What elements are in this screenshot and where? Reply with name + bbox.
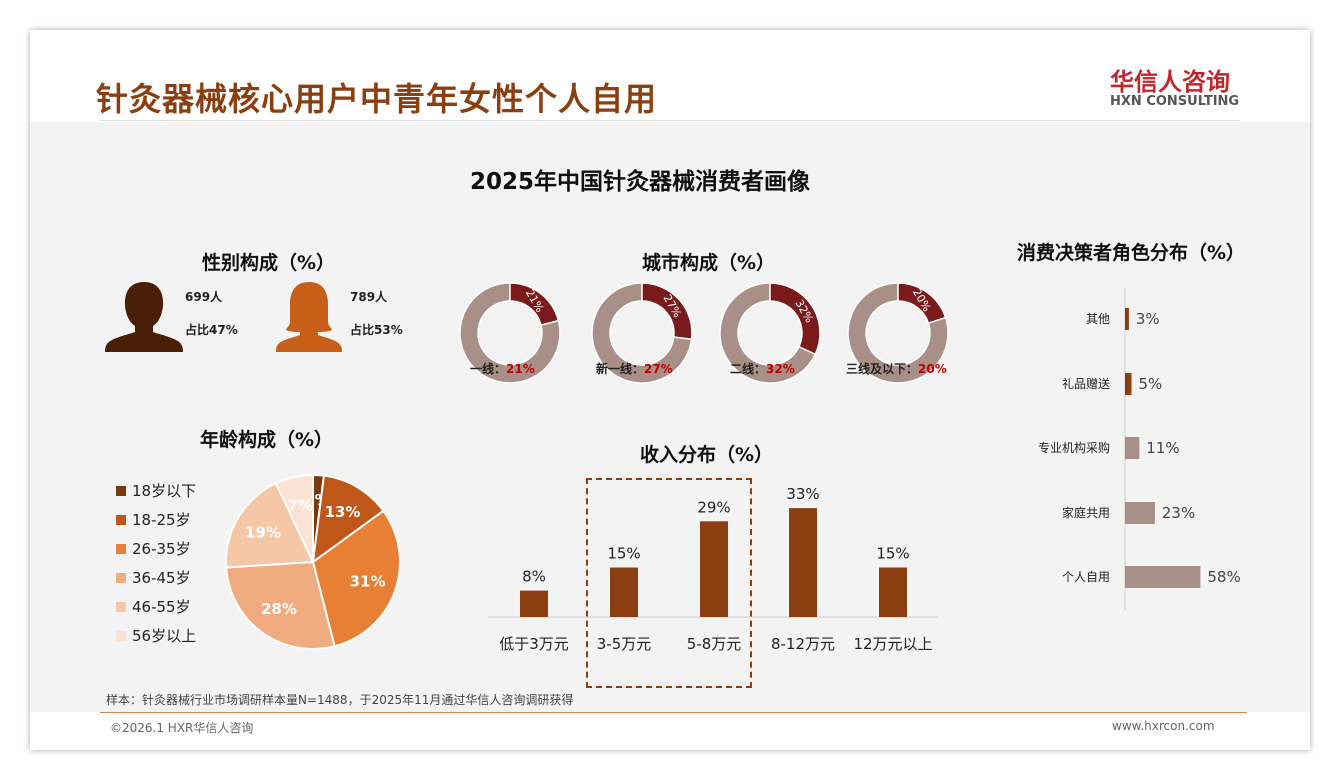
legend-item: 18岁以下 (116, 476, 196, 505)
pie-slice-3 (225, 560, 336, 650)
bar-家庭共用 (1125, 502, 1155, 524)
donut-segment-rest (847, 282, 949, 384)
pie-slice-4 (225, 481, 315, 569)
x-tick-label: 3-5万元 (597, 635, 652, 653)
bar-value-label: 3% (1136, 310, 1160, 328)
bar-value-label: 11% (1146, 439, 1179, 457)
income-bar-chart: 8% 低于3万元 15% 3-5万元 29% 5-8万元 33% 8-12万元 15% 12万元以… (488, 485, 938, 653)
bar-value-label: 29% (697, 498, 730, 516)
x-tick-label: 5-8万元 (687, 635, 742, 653)
age-legend: 18岁以下 18-25岁 26-35岁 36-45岁 46-55岁 56岁以上 (116, 476, 196, 650)
bar-12万元以上 (879, 567, 907, 617)
donut-segment-rest (591, 282, 693, 384)
donut-segment-rest (719, 282, 817, 384)
donut-segment-一线 (509, 282, 560, 326)
bar-8-12万元 (789, 508, 817, 617)
x-tick-label: 12万元以上 (853, 635, 932, 653)
logo: 华信人咨询 (1110, 62, 1230, 97)
bar-低于3万元 (520, 590, 548, 617)
pie-label: 19% (245, 523, 281, 541)
divider (100, 120, 1240, 121)
city-label: 一线：21% (470, 362, 535, 376)
female-icon (276, 282, 342, 352)
bar-value-label: 8% (522, 568, 546, 586)
x-tick-label: 低于3万元 (499, 635, 569, 653)
main-title: 2025年中国针灸器械消费者画像 (470, 169, 811, 195)
city-label: 三线及以下：20% (846, 362, 947, 376)
bar-value-label: 58% (1207, 568, 1240, 586)
y-tick-label: 礼品赠送 (1062, 376, 1110, 391)
website-link[interactable]: www.hxrcon.com (1112, 719, 1215, 733)
pie-label: 28% (261, 600, 297, 618)
legend-item: 26-35岁 (116, 534, 196, 563)
legend-item: 18-25岁 (116, 505, 196, 534)
donut-segment-rest (459, 282, 561, 384)
y-tick-label: 家庭共用 (1062, 505, 1110, 520)
y-tick-label: 个人自用 (1062, 570, 1110, 584)
income-title: 收入分布（%） (640, 444, 774, 466)
bar-其他 (1125, 308, 1129, 330)
city-donuts: 21% 27% 32% 20% (459, 282, 949, 384)
city-title: 城市构成（%） (642, 252, 776, 274)
male-count: 699人 (185, 290, 223, 304)
y-tick-label: 其他 (1086, 312, 1110, 326)
pie-slice-1 (311, 474, 385, 565)
male-icon (105, 282, 183, 352)
bar-5-8万元 (700, 521, 728, 617)
legend-item: 36-45岁 (116, 563, 196, 592)
sample-note: 样本：针灸器械行业市场调研样本量N=1488，于2025年11月通过华信人咨询调… (106, 693, 574, 707)
pie-slice-2 (311, 509, 401, 648)
footer-divider (100, 712, 1247, 713)
bar-value-label: 15% (876, 545, 909, 563)
bar-专业机构采购 (1125, 437, 1140, 459)
role-title: 消费决策者角色分布（%） (1017, 242, 1246, 264)
donut-segment-三线及以下 (897, 282, 947, 325)
highlight-box (586, 478, 752, 688)
bar-礼品赠送 (1125, 373, 1132, 395)
x-tick-label: 8-12万元 (771, 635, 835, 653)
pie-label: 7% (288, 496, 313, 514)
female-share: 占比53% (350, 323, 403, 337)
slide: 针灸器械核心用户中青年女性个人自用 华信人咨询 HXN CONSULTING 2… (30, 30, 1310, 750)
y-tick-label: 专业机构采购 (1038, 440, 1110, 455)
gender-title: 性别构成（%） (202, 252, 336, 274)
donut-segment-新一线 (641, 282, 693, 341)
city-label: 新一线：27% (596, 362, 673, 376)
logo-text: 华信人咨询 (1110, 68, 1230, 96)
role-bar-chart: 其他 3% 礼品赠送 5% 专业机构采购 11% 家庭共用 23% 个人自用 58% (1038, 288, 1241, 610)
page-title: 针灸器械核心用户中青年女性个人自用 (96, 80, 658, 118)
pie-slice-5 (274, 473, 314, 563)
male-share: 占比47% (185, 323, 238, 337)
pie-label: 13% (325, 503, 361, 521)
logo-subtitle: HXN CONSULTING (1110, 94, 1240, 109)
legend-item: 56岁以上 (116, 621, 196, 650)
donut-segment-二线 (769, 282, 821, 356)
bar-value-label: 15% (607, 545, 640, 563)
pie-label: 31% (350, 573, 386, 591)
copyright: ©2026.1 HXR华信人咨询 (110, 721, 254, 735)
city-label: 二线：32% (730, 362, 795, 376)
legend-item: 46-55岁 (116, 592, 196, 621)
bar-3-5万元 (610, 567, 638, 617)
bar-value-label: 23% (1162, 504, 1195, 522)
bar-value-label: 33% (786, 485, 819, 503)
female-count: 789人 (350, 290, 388, 304)
age-title: 年龄构成（%） (200, 429, 334, 451)
bar-个人自用 (1125, 566, 1201, 588)
bar-value-label: 5% (1139, 375, 1163, 393)
age-pie: 2%13%31%28%19%7% (225, 473, 401, 650)
